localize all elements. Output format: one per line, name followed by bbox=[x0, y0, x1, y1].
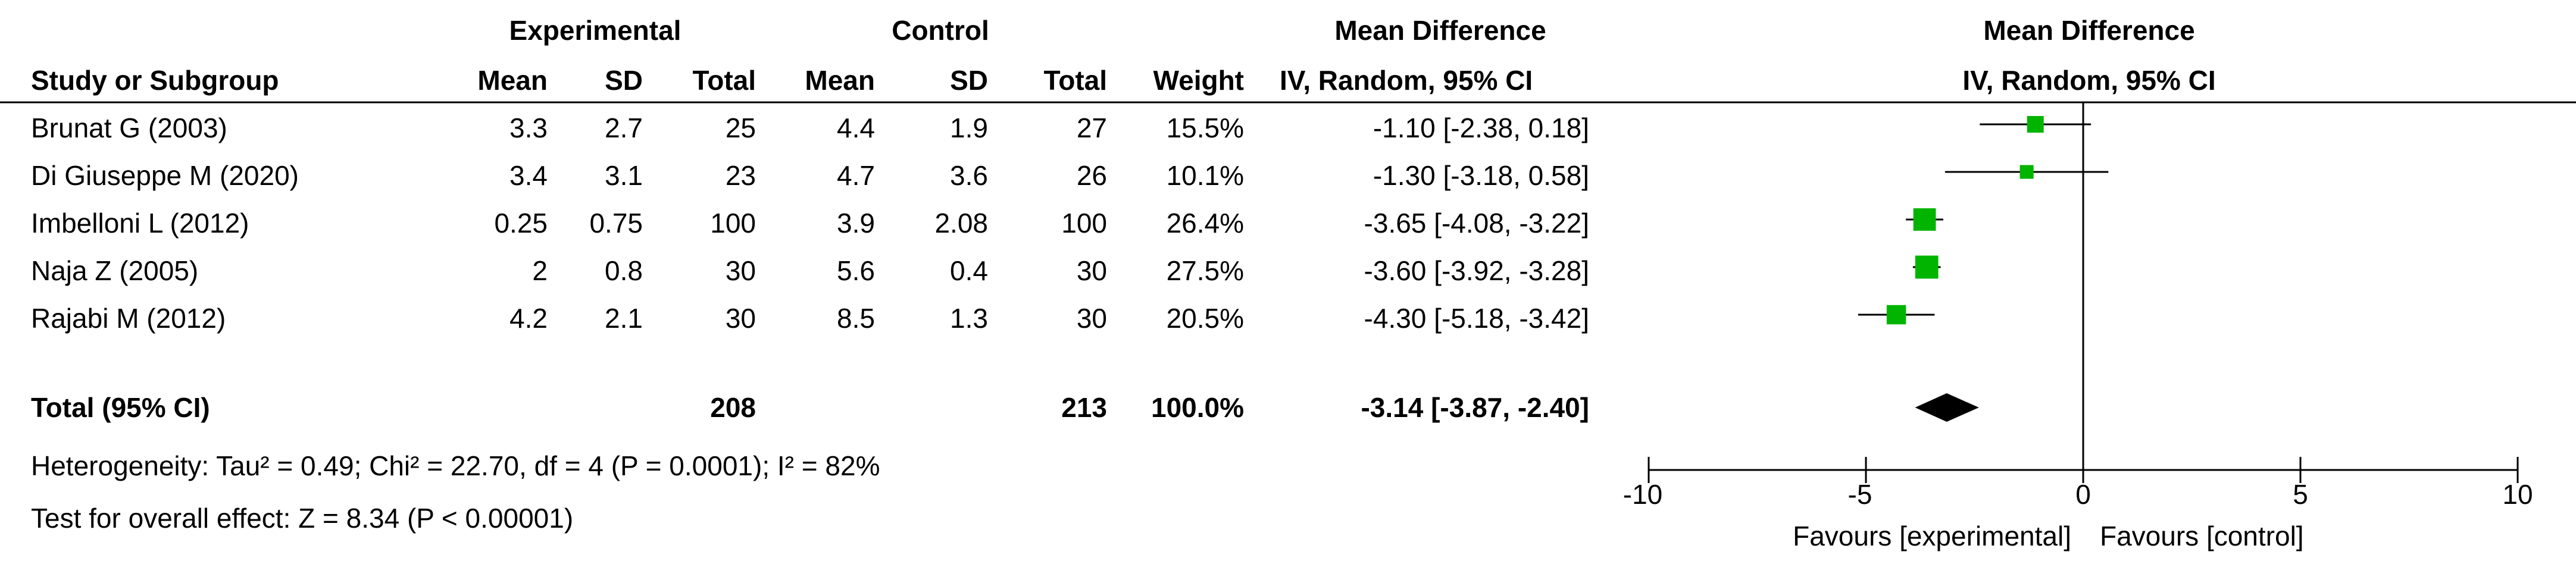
study-label: Brunat G (2003) bbox=[31, 112, 227, 143]
study-label: Imbelloni L (2012) bbox=[31, 208, 249, 239]
study-effect-marker bbox=[2027, 116, 2044, 133]
favours-left-label: Favours [experimental] bbox=[1793, 521, 2071, 551]
ctl-mean: 4.4 bbox=[837, 112, 875, 143]
exp-total: 30 bbox=[725, 255, 756, 286]
effect-ci: -1.10 [-2.38, 0.18] bbox=[1373, 112, 1589, 143]
exp-mean: 3.3 bbox=[509, 112, 548, 143]
exp-total: 100 bbox=[710, 208, 756, 239]
total-label: Total (95% CI) bbox=[31, 392, 210, 423]
study-effect-marker bbox=[1913, 208, 1936, 231]
favours-right-label: Favours [control] bbox=[2100, 521, 2304, 551]
pooled-effect-ci: -3.14 [-3.87, -2.40] bbox=[1361, 392, 1589, 423]
weight-header: Weight bbox=[1153, 65, 1244, 96]
ctl-total-header: Total bbox=[1043, 65, 1107, 96]
ctl-total: 30 bbox=[1076, 303, 1107, 334]
ctl-total: 26 bbox=[1076, 160, 1107, 191]
exp-sd: 0.8 bbox=[605, 255, 643, 286]
exp-total: 23 bbox=[725, 160, 756, 191]
forest-plot-marks bbox=[1647, 102, 2519, 483]
ctl-total: 30 bbox=[1076, 255, 1107, 286]
weight: 15.5% bbox=[1166, 112, 1244, 143]
x-tick-label: 5 bbox=[2293, 479, 2308, 510]
x-tick-label: 0 bbox=[2075, 479, 2091, 510]
weight: 26.4% bbox=[1166, 208, 1244, 239]
study-column-header: Study or Subgroup bbox=[31, 65, 279, 96]
ctl-sd: 1.9 bbox=[950, 112, 988, 143]
exp-sd-header: SD bbox=[605, 65, 643, 96]
experimental-group-header: Experimental bbox=[509, 15, 681, 46]
exp-total: 25 bbox=[725, 112, 756, 143]
md-method-header: IV, Random, 95% CI bbox=[1280, 65, 1533, 96]
weight: 20.5% bbox=[1166, 303, 1244, 334]
exp-sd: 2.7 bbox=[605, 112, 643, 143]
control-group-header: Control bbox=[892, 15, 989, 46]
exp-mean: 0.25 bbox=[494, 208, 548, 239]
ctl-sd: 2.08 bbox=[934, 208, 988, 239]
overall-effect-text: Test for overall effect: Z = 8.34 (P < 0… bbox=[31, 503, 574, 534]
ctl-sd: 1.3 bbox=[950, 303, 988, 334]
exp-sd: 0.75 bbox=[589, 208, 643, 239]
ctl-total: 27 bbox=[1076, 112, 1107, 143]
study-label: Naja Z (2005) bbox=[31, 255, 199, 286]
effect-ci: -3.65 [-4.08, -3.22] bbox=[1364, 208, 1589, 239]
x-tick-label: -10 bbox=[1622, 479, 1663, 510]
ctl-mean: 3.9 bbox=[837, 208, 875, 239]
exp-total-header: Total bbox=[692, 65, 756, 96]
weight: 27.5% bbox=[1166, 255, 1244, 286]
ctl-mean: 8.5 bbox=[837, 303, 875, 334]
exp-mean-header: Mean bbox=[477, 65, 548, 96]
study-label: Di Giuseppe M (2020) bbox=[31, 160, 299, 191]
exp-sd: 2.1 bbox=[605, 303, 643, 334]
weight: 10.1% bbox=[1166, 160, 1244, 191]
exp-mean: 3.4 bbox=[509, 160, 548, 191]
x-tick-label: 10 bbox=[2502, 479, 2533, 510]
study-effect-marker bbox=[1915, 255, 1939, 279]
exp-sd: 3.1 bbox=[605, 160, 643, 191]
total-weight: 100.0% bbox=[1151, 392, 1244, 423]
ctl-sd: 3.6 bbox=[950, 160, 988, 191]
ctl-total-sum: 213 bbox=[1061, 392, 1107, 423]
ctl-sd: 0.4 bbox=[950, 255, 988, 286]
ctl-mean-header: Mean bbox=[805, 65, 875, 96]
ctl-mean: 4.7 bbox=[837, 160, 875, 191]
x-tick-label: -5 bbox=[1847, 479, 1872, 510]
study-label: Rajabi M (2012) bbox=[31, 303, 226, 334]
heterogeneity-text: Heterogeneity: Tau² = 0.49; Chi² = 22.70… bbox=[31, 450, 880, 481]
plot-subtitle: IV, Random, 95% CI bbox=[1962, 65, 2216, 96]
study-effect-marker bbox=[2019, 165, 2034, 179]
pooled-effect-diamond bbox=[1915, 393, 1979, 422]
effect-ci: -4.30 [-5.18, -3.42] bbox=[1364, 303, 1589, 334]
effect-ci: -1.30 [-3.18, 0.58] bbox=[1373, 160, 1589, 191]
exp-mean: 4.2 bbox=[509, 303, 548, 334]
effect-ci: -3.60 [-3.92, -3.28] bbox=[1364, 255, 1589, 286]
plot-title: Mean Difference bbox=[1983, 15, 2195, 46]
exp-total: 30 bbox=[725, 303, 756, 334]
mean-difference-header: Mean Difference bbox=[1334, 15, 1546, 46]
ctl-sd-header: SD bbox=[950, 65, 988, 96]
ctl-total: 100 bbox=[1061, 208, 1107, 239]
study-effect-marker bbox=[1886, 305, 1906, 325]
exp-mean: 2 bbox=[532, 255, 548, 286]
exp-total-sum: 208 bbox=[710, 392, 756, 423]
ctl-mean: 5.6 bbox=[837, 255, 875, 286]
